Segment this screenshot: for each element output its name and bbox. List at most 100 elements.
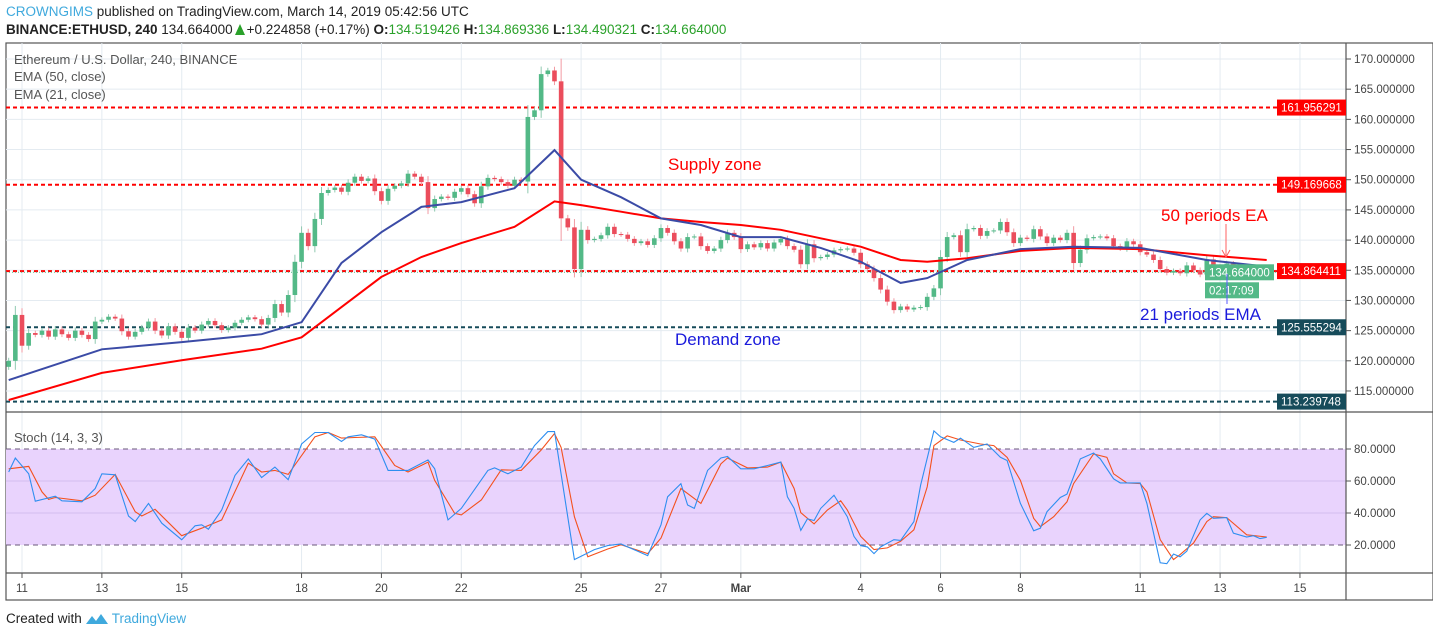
candle-up	[452, 191, 457, 198]
candle-down	[612, 226, 617, 235]
price-tick-label: 120.000000	[1354, 356, 1415, 368]
candle-down	[811, 244, 817, 259]
price-change: +0.224858 (+0.17%)	[246, 22, 370, 37]
legend-ema50[interactable]: EMA (50, close)	[14, 69, 106, 84]
axes[interactable]: 170.000000 165.000000 160.000000 155.000000…	[16, 54, 1415, 595]
candle-up	[652, 238, 657, 245]
stoch-tick-label: 20.0000	[1354, 540, 1396, 552]
time-tick-label: 6	[937, 583, 943, 595]
current-price-label: 134.664000	[1209, 267, 1270, 279]
candle-down	[865, 264, 870, 270]
price-tick-label: 140.000000	[1354, 235, 1415, 247]
candle-down	[978, 228, 983, 236]
candle-up	[332, 187, 338, 190]
candle-down	[632, 238, 637, 244]
candle-up	[578, 229, 584, 270]
candle-up	[898, 306, 903, 311]
candle-up	[758, 243, 764, 248]
candle-up	[1184, 265, 1190, 274]
price-tick-label: 135.000000	[1354, 265, 1415, 277]
candle-down	[279, 304, 284, 313]
time-tick-label: 22	[455, 583, 468, 595]
candle-down	[192, 327, 198, 331]
axis-level-labels: 161.956291 149.169668 134.864411 125.555294…	[1205, 99, 1346, 410]
candle-up	[272, 304, 278, 318]
candle-down	[552, 70, 557, 82]
candle-up	[944, 237, 950, 257]
candle-down	[625, 234, 630, 239]
low-label: L:	[552, 22, 566, 37]
candle-up	[951, 235, 957, 238]
open-label: O:	[373, 22, 389, 37]
publish-info: CROWNGIMS published on TradingView.com, …	[6, 4, 469, 19]
candle-down	[904, 306, 910, 310]
time-tick-label: 11	[16, 583, 28, 595]
candle-down	[558, 81, 564, 219]
candle-up	[924, 296, 930, 308]
resistance-level-tag	[1277, 99, 1346, 116]
candle-up	[299, 232, 304, 262]
support-level-label: 113.239748	[1281, 397, 1341, 409]
candle-up	[1051, 237, 1056, 244]
author-link[interactable]: CROWNGIMS	[6, 4, 93, 19]
candle-up	[325, 189, 331, 193]
price-tick-label: 145.000000	[1354, 205, 1415, 217]
time-tick-label: 8	[1017, 583, 1023, 595]
candle-up	[106, 316, 111, 320]
bar-countdown-tag	[1205, 282, 1259, 299]
candle-up	[6, 360, 11, 367]
candle-down	[119, 318, 125, 332]
candle-up	[439, 196, 444, 200]
candle-up	[778, 238, 784, 243]
candle-down	[1211, 259, 1216, 267]
time-tick-label: 4	[857, 583, 864, 595]
candle-down	[1024, 237, 1030, 239]
legend-stoch[interactable]: Stoch (14, 3, 3)	[14, 430, 103, 445]
candle-up	[918, 307, 923, 309]
horizontal-levels[interactable]	[6, 106, 1346, 403]
candle-down	[665, 228, 670, 233]
candle-down	[379, 191, 384, 201]
candle-down	[419, 176, 424, 183]
candle-up	[312, 218, 318, 247]
candle-down	[878, 278, 883, 290]
stoch-band	[6, 448, 1346, 546]
candle-up	[845, 248, 850, 250]
time-tick-label: 13	[95, 583, 108, 595]
publish-text: published on TradingView.com, March 14, …	[96, 4, 469, 19]
legend-ema21[interactable]: EMA (21, close)	[14, 87, 106, 102]
candle-up	[72, 330, 78, 338]
candle-up	[964, 229, 970, 253]
candle-up	[984, 231, 990, 236]
support-level-label: 125.555294	[1281, 322, 1342, 334]
candle-up	[971, 228, 977, 230]
time-tick-label: 25	[575, 583, 588, 595]
candle-down	[884, 289, 890, 302]
price-tick-label: 130.000000	[1354, 295, 1415, 307]
candle-up	[52, 329, 58, 337]
time-tick-label: 27	[655, 583, 668, 595]
candle-down	[1191, 265, 1196, 271]
time-tick-label: 15	[175, 583, 188, 595]
ema50-note: 50 periods EA	[1161, 206, 1268, 225]
ema-lines	[8, 148, 1267, 401]
candle-down	[66, 334, 71, 338]
candle-up	[146, 321, 151, 328]
candle-up	[226, 327, 231, 331]
support-level-tag	[1277, 319, 1346, 336]
candle-up	[232, 322, 238, 328]
supply-zone-label: Supply zone	[668, 155, 762, 174]
candle-down	[572, 227, 577, 270]
candle-down	[359, 176, 364, 181]
candle-down	[412, 173, 418, 177]
candle-up	[206, 320, 211, 325]
time-tick-label: 20	[375, 583, 388, 595]
tradingview-brand[interactable]: TradingView	[111, 611, 187, 626]
candle-down	[751, 244, 757, 248]
high-label: H:	[463, 22, 478, 37]
ema21-note: 21 periods EMA	[1140, 305, 1262, 324]
candle-up	[598, 235, 604, 239]
stoch-tick-label: 40.0000	[1354, 508, 1396, 520]
candle-down	[1004, 221, 1010, 233]
